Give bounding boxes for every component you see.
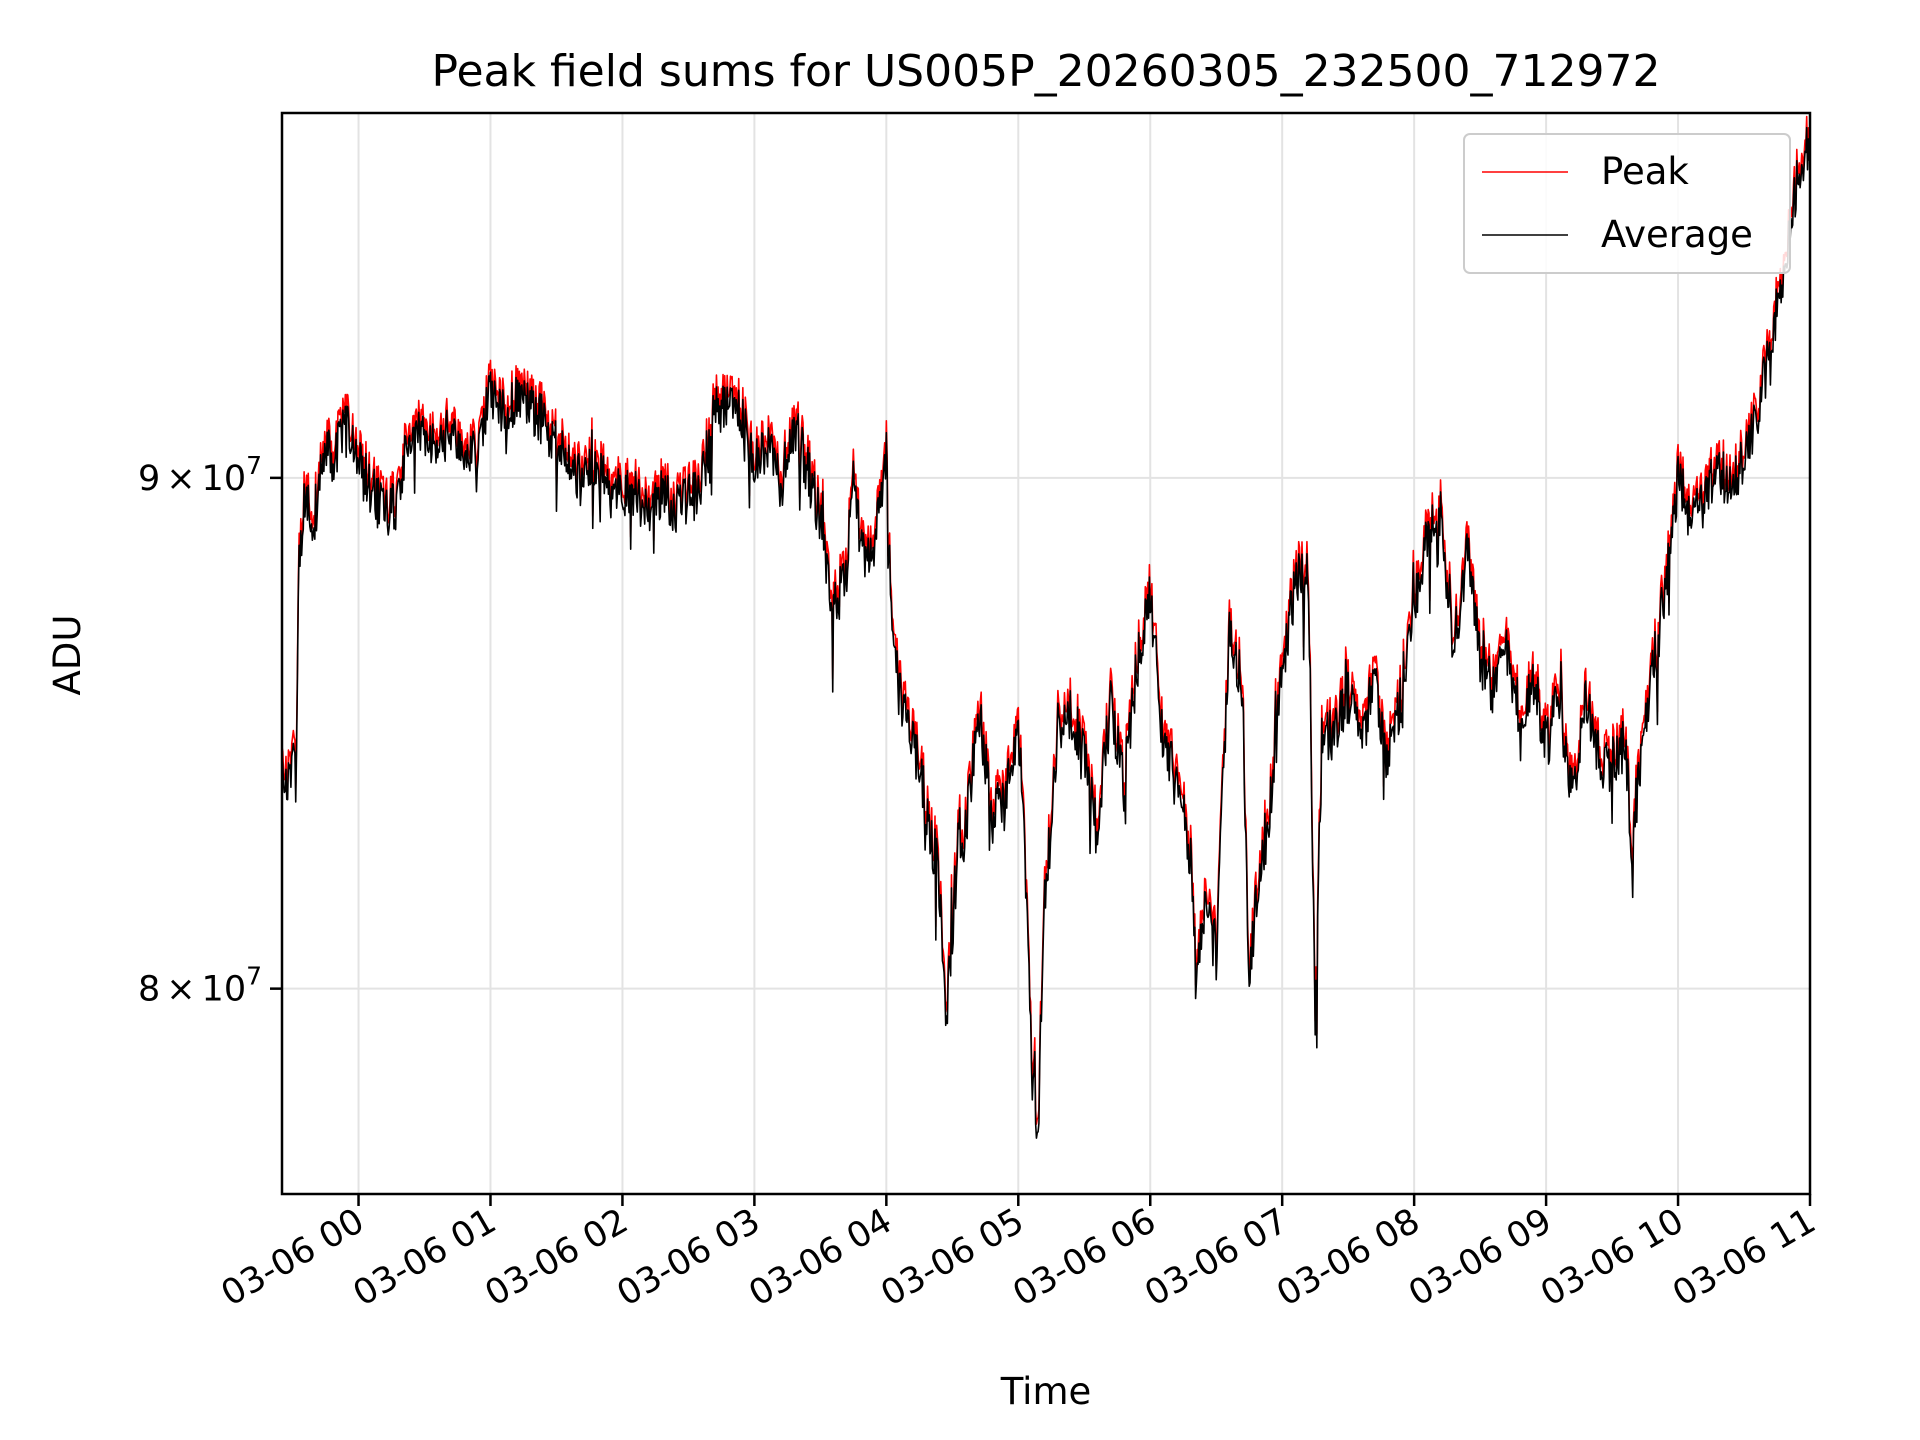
y-tick-mantissa: 8 (138, 970, 160, 1010)
plot-frame (280, 111, 1812, 1196)
chart-title: Peak field sums for US005P_20260305_2325… (432, 46, 1661, 97)
y-tick-label: 8 × 107 (138, 962, 262, 1010)
legend: Peak Average (1463, 133, 1791, 274)
y-axis-label: ADU (46, 615, 89, 696)
grid (282, 113, 1811, 1194)
y-tick-exponent: 7 (246, 962, 262, 991)
y-tick-times: × (166, 970, 195, 1010)
y-tick-label: 9 × 107 (138, 451, 262, 499)
series-layer (282, 115, 1810, 1139)
y-tick-exponent: 7 (246, 451, 262, 480)
y-tick-mantissa: 9 (138, 459, 160, 499)
x-axis-label: Time (1000, 1370, 1092, 1413)
series-line-average (282, 126, 1810, 1139)
legend-average-label: Average (1601, 213, 1753, 256)
y-tick-base: 10 (202, 970, 247, 1010)
y-tick-base: 10 (202, 459, 247, 499)
legend-peak-label: Peak (1601, 150, 1689, 193)
y-tick-times: × (166, 459, 195, 499)
legend-box (1463, 133, 1791, 274)
